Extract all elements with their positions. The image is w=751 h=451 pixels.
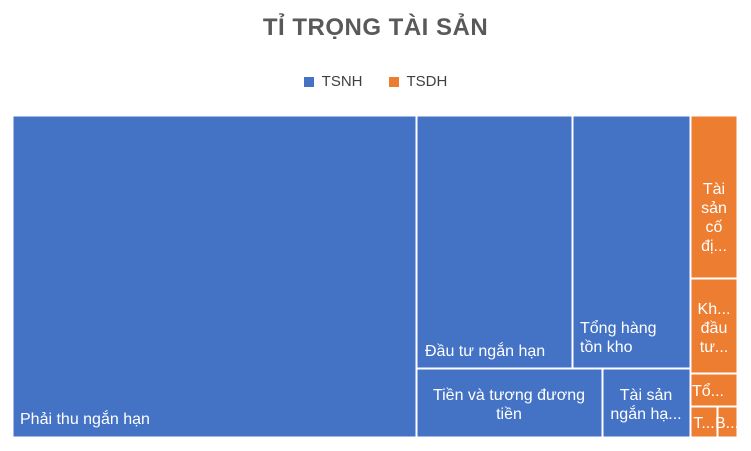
treemap-rect xyxy=(717,406,738,438)
treemap-rect xyxy=(690,373,738,407)
treemap-label: Tài sản cố đị... xyxy=(701,181,727,255)
treemap-cell: Kh... đầu tư... xyxy=(690,278,738,374)
treemap-rect xyxy=(602,368,691,438)
treemap-rect xyxy=(572,115,691,369)
treemap-cell: Tổ... xyxy=(690,373,738,407)
legend-item-tsdh: TSDH xyxy=(388,73,448,90)
treemap-cell: Tổng hàng tồn kho xyxy=(572,115,691,369)
treemap-rect xyxy=(12,115,417,438)
treemap-label: Đầu tư ngắn hạn xyxy=(425,341,545,360)
legend-swatch-tsnh xyxy=(303,76,314,87)
treemap-cell: Tài sản ngắn hạ... xyxy=(602,368,691,438)
treemap-rect xyxy=(690,115,738,279)
treemap-rect xyxy=(690,406,718,438)
treemap-label: Tổng hàng tồn kho xyxy=(580,319,657,356)
treemap-cell: Tiền và tương đương tiền xyxy=(416,368,603,438)
treemap-label: Phải thu ngắn hạn xyxy=(20,409,150,428)
treemap-cell: Đầu tư ngắn hạn xyxy=(416,115,573,369)
treemap-label: Tổ... xyxy=(692,382,724,400)
treemap-rect xyxy=(416,115,573,369)
treemap-label: B... xyxy=(715,415,739,432)
treemap-cell: Phải thu ngắn hạn xyxy=(12,115,417,438)
treemap-label: Kh... đầu tư... xyxy=(698,301,731,356)
legend-item-tsnh: TSNH xyxy=(303,73,363,90)
treemap-label: Tiền và tương đương tiền xyxy=(433,387,585,423)
legend-label-tsdh: TSDH xyxy=(406,73,448,90)
treemap-cell: B... xyxy=(715,406,739,438)
legend-label-tsnh: TSNH xyxy=(321,73,363,90)
treemap-cell: Tài sản cố đị... xyxy=(690,115,738,279)
treemap-cell: T... xyxy=(690,406,718,438)
treemap-rect xyxy=(690,278,738,374)
chart-title: TỈ TRỌNG TÀI SẢN xyxy=(262,14,489,41)
legend-swatch-tsdh xyxy=(388,76,399,87)
treemap-label: T... xyxy=(693,415,714,432)
treemap-rect xyxy=(416,368,603,438)
legend: TSNH TSDH xyxy=(0,73,751,90)
treemap-label: Tài sản ngắn hạ... xyxy=(610,387,681,423)
